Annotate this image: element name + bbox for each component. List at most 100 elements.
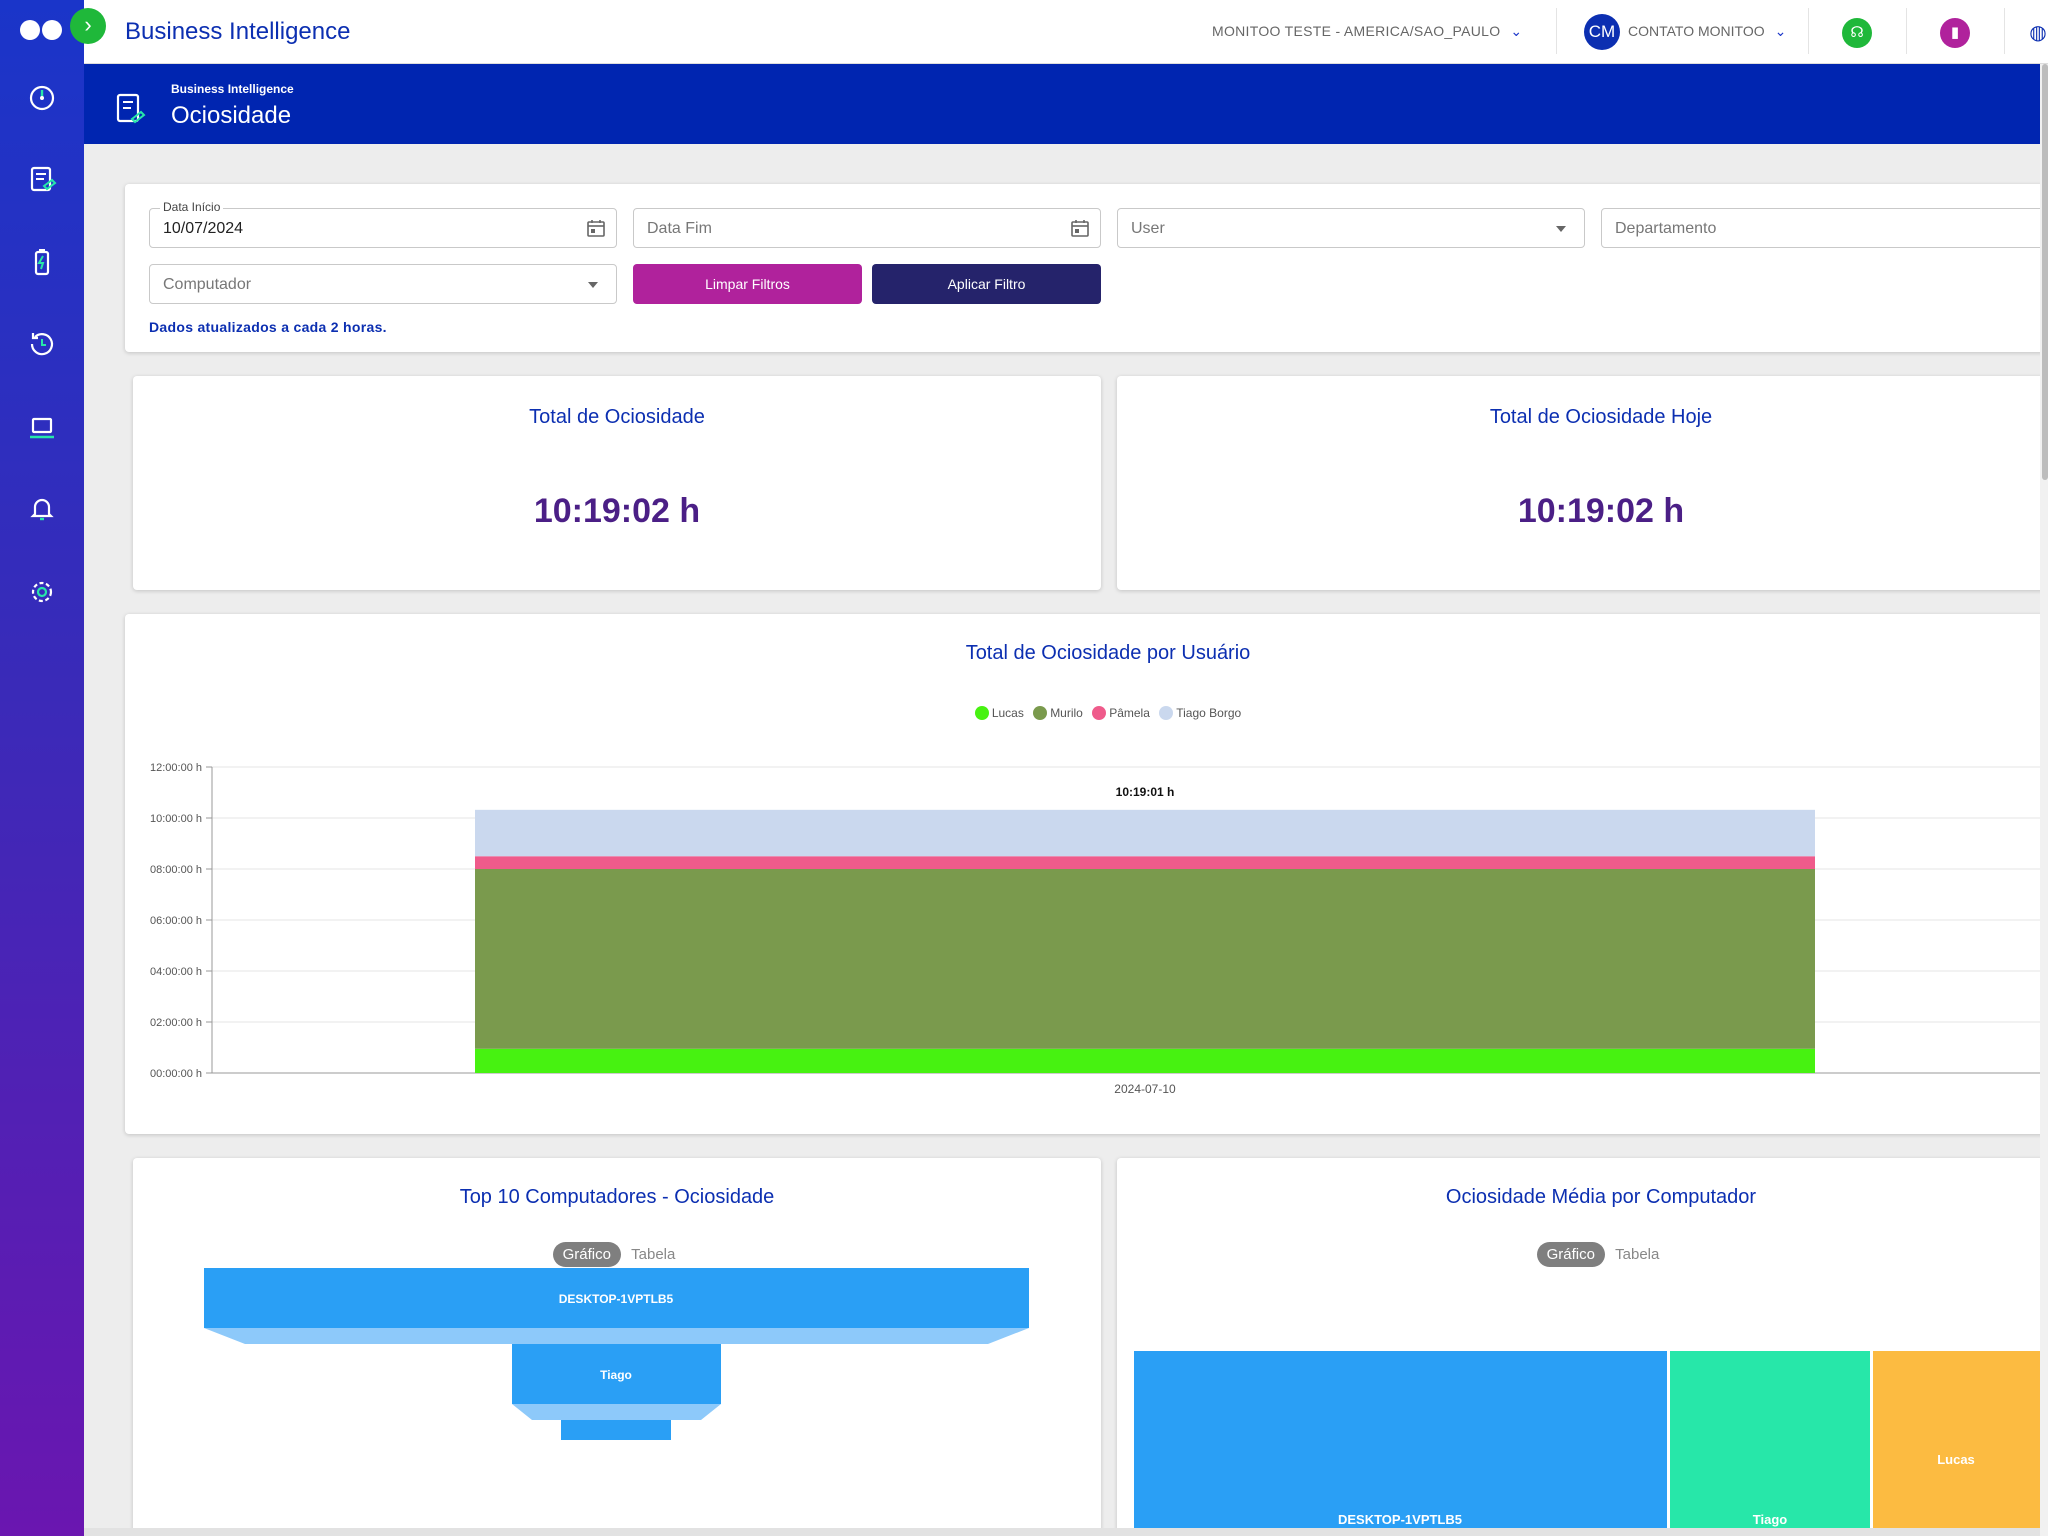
legend-item-pamela[interactable]: Pâmela	[1092, 706, 1150, 720]
vertical-scrollbar[interactable]	[2040, 64, 2048, 1536]
legend-dot	[1159, 706, 1174, 720]
page-header: Business Intelligence Ociosidade	[84, 64, 2048, 144]
sidebar	[0, 0, 84, 1536]
bar-segment-tiago-borgo[interactable]	[475, 809, 1815, 857]
today-idle-title: Total de Ociosidade Hoje	[1489, 406, 1713, 428]
gear-icon[interactable]	[22, 572, 62, 612]
bar-segment-lucas[interactable]	[475, 1048, 1815, 1073]
treemap-chart: DESKTOP-1VPTLB5 Tiago Lucas	[1134, 1351, 2040, 1536]
tenant-selector[interactable]: MONITOO TESTE - AMERICA/SAO_PAULO ⌄	[1212, 23, 1522, 40]
divider	[1906, 8, 1907, 54]
start-date-value: 10/07/2024	[163, 220, 244, 237]
funnel-connector	[512, 1404, 721, 1420]
y-tick-label: 02:00:00 h	[150, 1017, 202, 1029]
y-tick-label: 12:00:00 h	[150, 762, 202, 774]
expand-sidebar-button[interactable]: ›	[70, 8, 106, 44]
start-date-field[interactable]: Data Início 10/07/2024	[149, 200, 617, 248]
funnel-segment[interactable]	[512, 1344, 721, 1404]
funnel-label: DESKTOP-1VPTLB5	[559, 1292, 674, 1306]
avg-idle-card: Ociosidade Média por Computador Gráfico …	[1117, 1158, 2048, 1536]
funnel-connector	[204, 1328, 1029, 1344]
bell-icon[interactable]	[22, 488, 62, 528]
legend-item-murilo[interactable]: Murilo	[1033, 706, 1083, 720]
chevron-down-icon: ⌄	[1510, 23, 1523, 39]
laptop-icon[interactable]	[22, 408, 62, 448]
treemap-tile[interactable]	[1873, 1351, 2040, 1536]
funnel-chart: DESKTOP-1VPTLB5 Tiago	[204, 1268, 1029, 1440]
legend-item-lucas[interactable]: Lucas	[974, 706, 1024, 720]
department-select[interactable]: Departamento	[1601, 208, 2048, 248]
chart-legend: Lucas Murilo Pâmela Tiago Borgo	[125, 706, 2048, 720]
page-title: Ociosidade	[171, 102, 292, 129]
user-placeholder: User	[1131, 220, 1165, 237]
divider	[2004, 8, 2005, 54]
document-icon[interactable]: ▮	[1940, 18, 1970, 48]
logo	[20, 20, 64, 42]
treemap-tile[interactable]	[1670, 1351, 1870, 1536]
legend-label: Murilo	[1050, 706, 1083, 720]
update-note: Dados atualizados a cada 2 horas.	[149, 319, 387, 335]
history-icon[interactable]	[22, 324, 62, 364]
avatar[interactable]: CM	[1584, 14, 1620, 50]
treemap-label: Lucas	[1937, 1452, 1975, 1467]
legend-item-tiago-borgo[interactable]: Tiago Borgo	[1159, 706, 1241, 720]
clear-filters-button[interactable]: Limpar Filtros	[633, 264, 862, 304]
bar-total-label: 10:19:01 h	[1116, 785, 1175, 799]
legend-dot	[974, 706, 989, 720]
department-placeholder: Departamento	[1615, 220, 1717, 237]
calendar-icon[interactable]	[1070, 218, 1090, 238]
treemap-tile[interactable]	[1134, 1351, 1667, 1536]
treemap-label: DESKTOP-1VPTLB5	[1338, 1512, 1462, 1527]
total-idle-title: Total de Ociosidade	[529, 406, 705, 428]
y-tick-label: 08:00:00 h	[150, 864, 202, 876]
globe-icon[interactable]: ◍	[2029, 22, 2047, 44]
legend-dot	[1092, 706, 1107, 720]
funnel-segment[interactable]	[561, 1420, 671, 1440]
user-menu[interactable]: CONTATO MONITOO ⌄	[1628, 23, 1786, 40]
legend-dot	[1033, 706, 1048, 720]
funnel-segment[interactable]	[204, 1268, 1029, 1328]
bar-segment-murilo[interactable]	[475, 869, 1815, 1049]
legend-label: Tiago Borgo	[1176, 706, 1242, 720]
y-tick-label: 06:00:00 h	[150, 915, 202, 927]
filters-card: Data Início 10/07/2024 Data Fim User Dep…	[125, 184, 2048, 352]
table-view-tab[interactable]: Tabela	[631, 1246, 676, 1263]
avg-idle-title: Ociosidade Média por Computador	[1445, 1186, 1757, 1208]
apply-filter-button[interactable]: Aplicar Filtro	[872, 264, 1101, 304]
app-title: Business Intelligence	[125, 18, 351, 45]
total-idle-value: 10:19:02 h	[533, 492, 701, 530]
divider	[1808, 8, 1809, 54]
today-idle-card: Total de Ociosidade Hoje 10:19:02 h	[1117, 376, 2048, 590]
stacked-bar-chart: 00:00:00 h 02:00:00 h 04:00:00 h 06:00:00 h…	[150, 762, 2048, 1096]
calendar-icon[interactable]	[586, 218, 606, 238]
bar-segment-pamela[interactable]	[475, 856, 1815, 869]
horizontal-scrollbar[interactable]	[84, 1528, 2040, 1536]
vertical-scrollbar-thumb[interactable]	[2042, 64, 2048, 480]
topbar: Business Intelligence MONITOO TESTE - AM…	[84, 0, 2048, 64]
report-icon[interactable]	[22, 160, 62, 200]
treemap-label: Tiago	[1753, 1512, 1787, 1527]
end-date-field[interactable]: Data Fim	[633, 208, 1101, 248]
tenant-label: MONITOO TESTE - AMERICA/SAO_PAULO	[1212, 23, 1501, 39]
idle-by-user-card: Total de Ociosidade por Usuário Lucas Mu…	[125, 614, 2048, 1134]
funnel-label: Tiago	[600, 1368, 632, 1382]
table-view-tab[interactable]: Tabela	[1615, 1246, 1660, 1263]
legend-label: Pâmela	[1109, 706, 1150, 720]
dashboard-icon[interactable]	[22, 78, 62, 118]
idle-by-user-title: Total de Ociosidade por Usuário	[965, 642, 1251, 664]
legend-label: Lucas	[991, 706, 1024, 720]
start-date-label: Data Início	[160, 200, 224, 214]
chart-view-tab[interactable]: Gráfico	[1536, 1242, 1605, 1267]
chart-view-tab[interactable]: Gráfico	[552, 1242, 621, 1267]
dropdown-caret-icon	[1556, 226, 1566, 232]
view-toggle: Gráfico Tabela	[133, 1242, 1101, 1267]
support-headset-icon[interactable]: ☊	[1842, 18, 1872, 48]
report-icon	[114, 92, 150, 128]
battery-icon[interactable]	[22, 242, 62, 282]
user-select[interactable]: User	[1117, 208, 1585, 248]
computer-select[interactable]: Computador	[149, 264, 617, 304]
y-tick-label: 04:00:00 h	[150, 966, 202, 978]
top-computers-title: Top 10 Computadores - Ociosidade	[459, 1186, 775, 1208]
top-computers-card: Top 10 Computadores - Ociosidade Gráfico…	[133, 1158, 1101, 1536]
y-tick-label: 10:00:00 h	[150, 813, 202, 825]
